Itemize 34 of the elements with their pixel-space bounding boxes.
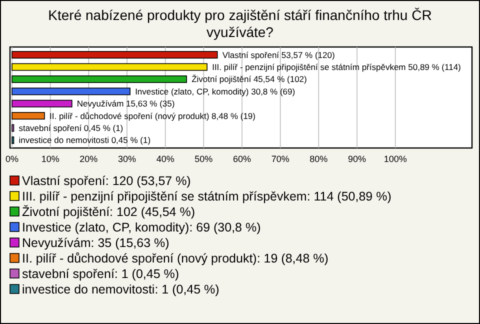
text: II. pilíř - důchodové spoření (nový produkt): 19 (8,48 %) (22, 252, 328, 266)
x-tick-label: 100% (384, 154, 407, 164)
text: Investice (zlato, CP, komodity): 69 (30,8 %) (22, 220, 261, 234)
category-label: stavební spoření 0,45 % (1) (18, 123, 124, 134)
bar (12, 112, 45, 120)
text: investice do nemovitosti: 1 (0,45 %) (22, 282, 220, 296)
text: Nevyužívám: 35 (15,63 %) (22, 236, 170, 250)
bar (12, 88, 130, 96)
category-label: II. pilíř - důchodové spoření (nový produkt) 8,48 % (19) (50, 110, 256, 121)
category-label: Životní pojištění 45,54 % (102) (192, 74, 307, 84)
category-label: Investice (zlato, CP, komodity) 30,8 % (69) (135, 86, 296, 96)
x-tick-label: 0% (5, 154, 19, 164)
x-tick-label: 50% (194, 154, 213, 164)
x-tick-label: 90% (348, 154, 366, 164)
x-tick-label: 40% (156, 154, 174, 164)
text: stavební spoření: 1 (0,45 %) (22, 267, 180, 281)
text: III. pilíř - penzijní připojištění se státním příspěvkem: 114 (50,89 %) (22, 190, 392, 204)
x-tick-label: 10% (41, 154, 60, 164)
x-tick-label: 30% (118, 154, 136, 164)
x-tick-label: 70% (271, 154, 290, 164)
category-label: Vlastní spoření 53,57 % (120) (222, 50, 335, 60)
category-label: investice do nemovitosti 0,45 % (1) (18, 135, 151, 146)
text: Vlastní spoření: 120 (53,57 %) (22, 174, 191, 188)
x-tick-label: 80% (310, 154, 328, 164)
bar (12, 63, 208, 71)
bar (12, 75, 187, 83)
chart-title: Které nabízené produkty pro zajištění stáří finančního trhu ČR využíváte? (48, 7, 432, 40)
category-label: III. pilíř - penzijní připojištění se státním příspěvkem 50,89 % (114) (212, 62, 461, 72)
bar (12, 51, 218, 59)
x-tick-label: 60% (232, 154, 252, 164)
x-tick-label: 20% (80, 154, 98, 164)
bar (12, 100, 72, 108)
text: Životní pojištění: 102 (45,54 %) (22, 205, 196, 219)
category-label: Nevyužívám 15,63 % (35) (76, 98, 175, 109)
